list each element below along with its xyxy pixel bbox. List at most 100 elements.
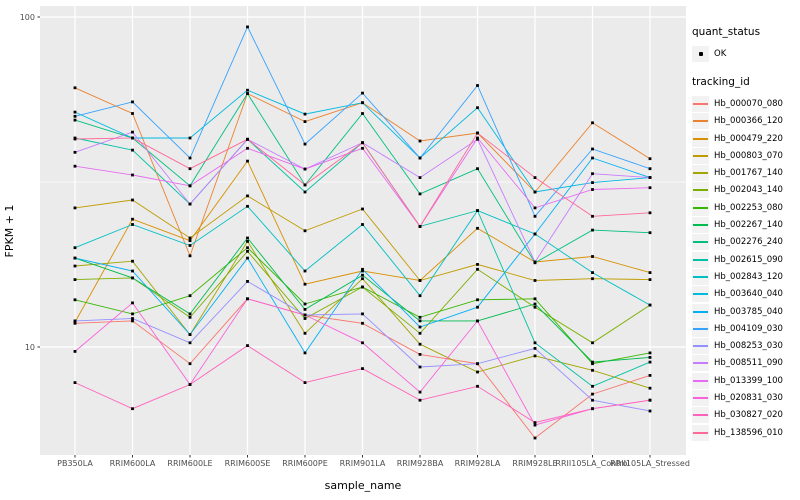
data-point: [418, 319, 422, 323]
line-swatch-icon: [693, 414, 708, 417]
data-point: [533, 176, 537, 179]
data-point: [303, 229, 307, 233]
data-point: [188, 312, 192, 316]
legend-item-label: Hb_000803_070: [714, 150, 783, 161]
data-point: [648, 271, 652, 274]
data-point: [476, 267, 479, 271]
x-tick-label: RRIM600PE: [282, 459, 328, 468]
data-point: [361, 146, 364, 150]
data-point: [476, 362, 479, 366]
x-tick-label: RRIM600SE: [225, 459, 271, 468]
data-point: [246, 137, 249, 141]
data-point: [418, 390, 422, 394]
data-point: [73, 298, 77, 302]
legend-item-Hb_002267_140: Hb_002267_140: [692, 216, 798, 234]
data-point: [476, 263, 479, 266]
data-point: [246, 240, 249, 243]
legend-key-box: [692, 182, 709, 199]
data-point: [418, 139, 422, 143]
data-point: [361, 141, 364, 145]
data-point: [131, 317, 134, 320]
data-point: [476, 226, 479, 230]
data-point: [73, 110, 77, 114]
legend-key-box: [692, 95, 709, 112]
data-point: [591, 156, 594, 160]
data-point: [246, 194, 249, 198]
data-point: [361, 223, 364, 226]
data-point: [418, 315, 422, 319]
data-point: [591, 255, 594, 258]
data-point: [476, 298, 479, 302]
legend-item-label: Hb_000479_220: [714, 133, 783, 144]
legend-item-label: Hb_008253_030: [714, 341, 783, 352]
data-point: [533, 347, 537, 350]
legend-key-box: [692, 45, 709, 62]
data-point: [131, 112, 134, 115]
data-point: [361, 101, 364, 105]
data-point: [361, 273, 364, 277]
data-point: [591, 392, 594, 396]
data-point: [131, 269, 134, 273]
data-point: [303, 302, 307, 306]
data-point: [246, 246, 249, 250]
line-swatch-icon: [693, 431, 708, 434]
legend-item-label: OK: [714, 48, 727, 59]
legend-item-Hb_020831_030: Hb_020831_030: [692, 389, 798, 406]
legend-item-label: Hb_002043_140: [714, 185, 783, 196]
data-point: [418, 156, 422, 160]
data-point: [131, 136, 134, 140]
x-tick-label: RRIM600LA: [110, 459, 156, 468]
legend-key-box: [692, 389, 709, 406]
legend: quant_status OK tracking_id Hb_000070_08…: [692, 26, 798, 441]
data-point: [131, 259, 134, 263]
x-tick-label: RRII105LA_Stressed: [610, 459, 690, 468]
legend-item-Hb_138596_010: Hb_138596_010: [692, 424, 798, 441]
data-point: [361, 112, 364, 115]
data-point: [591, 407, 594, 411]
data-point: [246, 204, 249, 208]
legend-key-box: [692, 130, 709, 147]
legend-item-label: Hb_020831_030: [714, 392, 783, 403]
data-point: [648, 374, 652, 377]
legend-key-box: [692, 165, 709, 182]
data-point: [131, 198, 134, 202]
legend-item-label: Hb_002276_240: [714, 237, 783, 248]
legend-item-Hb_000803_070: Hb_000803_070: [692, 147, 798, 164]
data-point: [188, 383, 192, 386]
data-point: [591, 368, 594, 372]
legend-item-quant-status-ok: OK: [692, 45, 798, 62]
line-swatch-icon: [693, 310, 708, 313]
data-point: [188, 254, 192, 258]
data-point: [533, 436, 537, 440]
data-point: [591, 181, 594, 184]
data-point: [303, 308, 307, 311]
data-point: [361, 207, 364, 211]
data-point: [591, 188, 594, 191]
line-swatch-icon: [693, 154, 708, 157]
data-point: [648, 157, 652, 161]
legend-key-box: [692, 303, 709, 320]
line-swatch-icon: [693, 172, 708, 175]
line-swatch-icon: [693, 189, 708, 192]
data-point: [533, 423, 537, 427]
data-point: [188, 136, 192, 140]
data-point: [188, 244, 192, 247]
legend-item-label: Hb_030827_020: [714, 410, 783, 421]
legend-key-box: [692, 286, 709, 303]
data-point: [188, 184, 192, 188]
data-point: [246, 146, 249, 150]
data-point: [648, 409, 652, 413]
x-axis-title: sample_name: [325, 479, 402, 492]
data-point: [648, 303, 652, 307]
data-point: [476, 136, 479, 140]
legend-key-box: [692, 199, 709, 216]
data-point: [73, 137, 77, 141]
data-point: [73, 278, 77, 281]
data-point: [648, 398, 652, 402]
legend-key-box: [692, 320, 709, 337]
legend-item-label: Hb_013399_100: [714, 375, 783, 386]
data-point: [591, 360, 594, 364]
data-point: [533, 206, 537, 210]
data-point: [246, 297, 249, 301]
